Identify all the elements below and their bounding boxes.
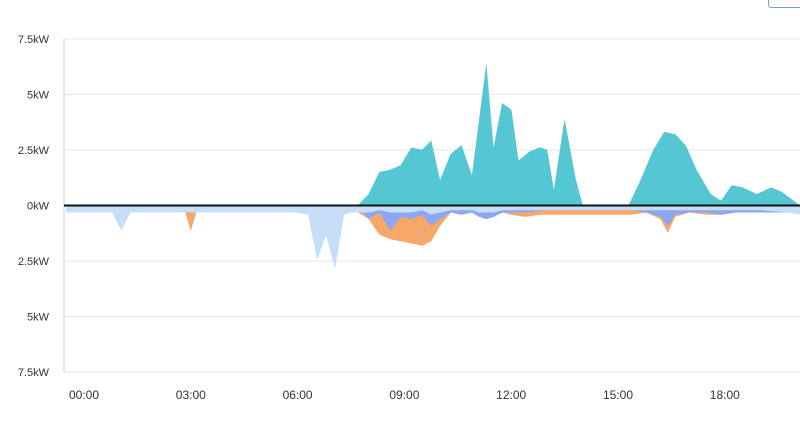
y-tick-label: 7.5kW <box>18 34 50 46</box>
y-tick-label: 2.5kW <box>18 145 50 157</box>
x-tick-label: 09:00 <box>389 388 419 402</box>
y-tick-label: 0kW <box>27 201 50 213</box>
y-tick-label: 5kW <box>27 312 50 324</box>
x-tick-label: 12:00 <box>496 388 526 402</box>
x-tick-label: 18:00 <box>710 388 740 402</box>
axes <box>63 39 800 372</box>
corner-control-button[interactable] <box>768 0 800 8</box>
series-areas <box>65 65 800 268</box>
y-tick-labels: 7.5kW 5kW 2.5kW 0kW 2.5kW 5kW 7.5kW <box>18 34 50 379</box>
x-tick-label: 00:00 <box>69 388 99 402</box>
x-tick-labels: 00:00 03:00 06:00 09:00 12:00 15:00 18:00 <box>69 388 740 402</box>
grid-lines <box>64 38 800 373</box>
y-tick-label: 2.5kW <box>18 256 50 268</box>
x-tick-label: 15:00 <box>603 388 633 402</box>
series-area-6 <box>65 205 800 268</box>
y-tick-label: 7.5kW <box>18 367 50 379</box>
y-tick-label: 5kW <box>27 90 50 102</box>
x-tick-label: 06:00 <box>283 388 313 402</box>
x-tick-label: 03:00 <box>176 388 206 402</box>
series-area-3 <box>83 65 800 206</box>
